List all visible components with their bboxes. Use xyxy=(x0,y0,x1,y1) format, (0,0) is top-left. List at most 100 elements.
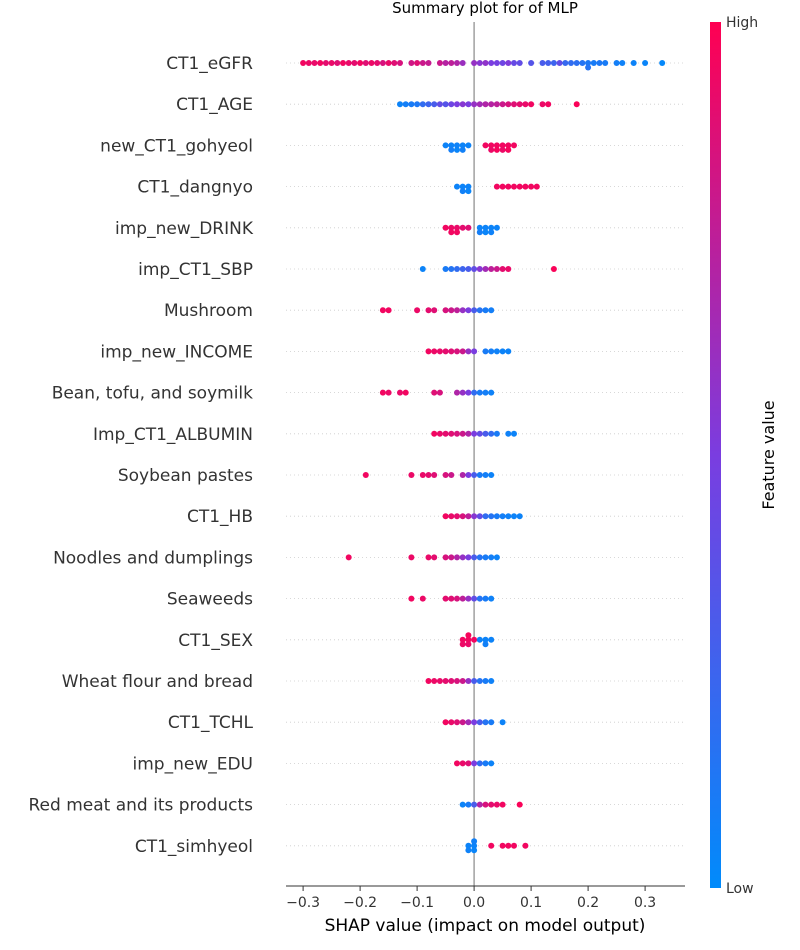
shap-point xyxy=(459,641,466,648)
x-tick-label: −0.1 xyxy=(400,895,434,911)
shap-point xyxy=(482,719,489,726)
shap-point xyxy=(471,101,478,108)
colorbar-low-label: Low xyxy=(726,881,754,897)
shap-point xyxy=(345,60,352,66)
shap-point xyxy=(465,183,472,190)
shap-point xyxy=(505,142,512,149)
shap-point xyxy=(476,224,483,231)
shap-point xyxy=(659,60,666,66)
feature-label: Mushroom xyxy=(164,301,253,321)
shap-point xyxy=(493,554,500,561)
shap-point xyxy=(522,101,529,108)
shap-point xyxy=(459,307,466,314)
shap-point xyxy=(345,554,352,561)
shap-point xyxy=(425,101,432,108)
shap-point xyxy=(482,101,489,108)
shap-point xyxy=(459,719,466,726)
shap-point xyxy=(454,719,460,726)
shap-point xyxy=(419,60,426,66)
shap-point xyxy=(476,266,483,272)
shap-point xyxy=(448,142,455,149)
shap-point xyxy=(374,60,381,66)
shap-point xyxy=(488,801,495,808)
shap-point xyxy=(459,430,466,437)
shap-point xyxy=(493,101,500,108)
shap-point xyxy=(442,719,449,726)
shap-point xyxy=(459,760,466,767)
feature-label: imp_new_DRINK xyxy=(115,219,254,239)
shap-point xyxy=(499,513,506,520)
shap-point xyxy=(505,183,512,190)
shap-point xyxy=(368,60,375,66)
shap-point xyxy=(493,224,500,231)
shap-point xyxy=(471,636,478,643)
shap-point xyxy=(488,142,495,149)
shap-point xyxy=(465,760,472,767)
shap-point xyxy=(328,60,335,66)
shap-point xyxy=(471,554,478,561)
shap-point xyxy=(465,847,472,854)
shap-point xyxy=(505,60,512,66)
shap-point xyxy=(499,142,506,149)
shap-point xyxy=(493,142,500,149)
shap-point xyxy=(493,513,500,520)
shap-point xyxy=(465,472,472,478)
colorbar xyxy=(710,22,721,888)
feature-label: new_CT1_gohyeol xyxy=(100,136,253,156)
colorbar-high-label: High xyxy=(726,15,758,31)
shap-point xyxy=(482,472,489,478)
colorbar-title: Feature value xyxy=(759,400,778,509)
shap-point xyxy=(419,266,426,272)
shap-point xyxy=(442,595,449,602)
shap-point xyxy=(448,60,455,66)
shap-point xyxy=(465,188,472,195)
shap-point xyxy=(471,842,478,849)
shap-point xyxy=(300,60,307,66)
shap-point xyxy=(482,678,489,684)
feature-label: Bean, tofu, and soymilk xyxy=(52,384,253,404)
shap-point xyxy=(528,183,535,190)
feature-label: Seaweeds xyxy=(167,590,253,610)
shap-point xyxy=(397,60,403,66)
shap-point xyxy=(431,348,438,355)
shap-point xyxy=(476,760,483,767)
shap-point xyxy=(528,60,535,66)
feature-label: Red meat and its products xyxy=(29,796,254,816)
row-guides xyxy=(286,62,685,847)
shap-point xyxy=(488,60,495,66)
shap-point xyxy=(482,636,489,643)
shap-point xyxy=(465,224,472,231)
shap-point xyxy=(488,430,495,437)
shap-point xyxy=(419,595,426,602)
shap-point xyxy=(545,101,552,108)
shap-point xyxy=(459,101,466,108)
shap-point xyxy=(545,60,552,66)
feature-label: CT1_eGFR xyxy=(166,54,253,74)
shap-point xyxy=(488,307,495,314)
shap-point xyxy=(471,719,478,726)
shap-point xyxy=(550,266,557,272)
shap-point xyxy=(471,838,478,845)
shap-point xyxy=(573,60,580,66)
shap-point xyxy=(511,842,517,849)
shap-point xyxy=(454,60,460,66)
shap-point xyxy=(505,146,512,153)
shap-point xyxy=(454,513,460,520)
shap-point xyxy=(442,224,449,231)
shap-point xyxy=(459,188,466,195)
shap-point xyxy=(550,60,557,66)
shap-point xyxy=(454,678,460,684)
shap-point xyxy=(476,472,483,478)
shap-point xyxy=(408,554,415,561)
shap-point xyxy=(431,554,438,561)
shap-point xyxy=(442,472,449,478)
shap-point xyxy=(397,101,403,108)
shap-point xyxy=(442,678,449,684)
shap-point xyxy=(459,389,466,396)
shap-point xyxy=(459,224,466,231)
feature-label: Noodles and dumplings xyxy=(53,548,253,568)
shap-point xyxy=(448,101,455,108)
feature-labels: CT1_eGFR CT1_AGE new_CT1_gohyeol CT1_dangny… xyxy=(29,54,254,857)
